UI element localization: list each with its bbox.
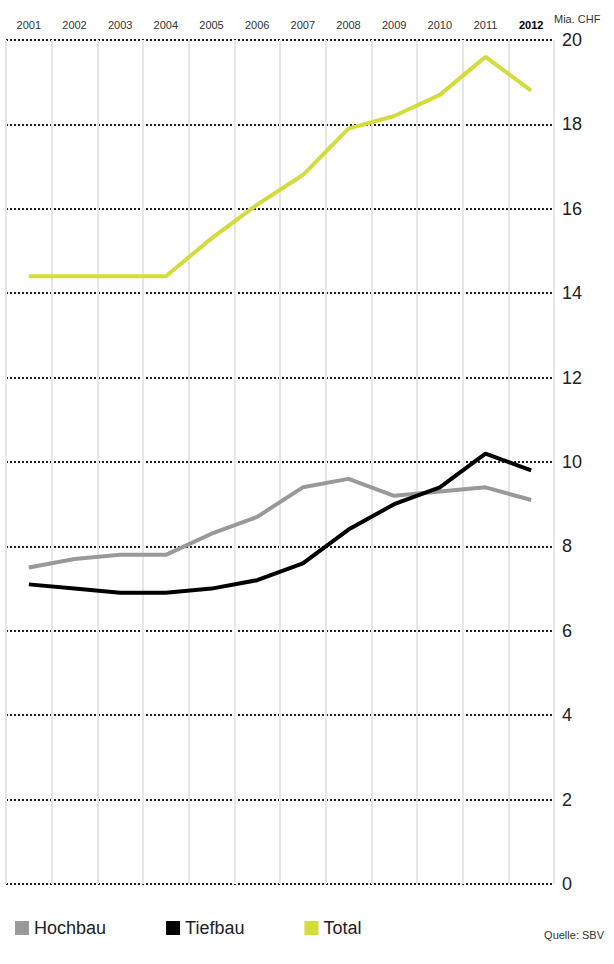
svg-text:14: 14 (562, 283, 582, 303)
svg-text:Tiefbau: Tiefbau (185, 918, 244, 938)
svg-text:16: 16 (562, 199, 582, 219)
svg-text:2009: 2009 (382, 19, 406, 31)
svg-text:20: 20 (562, 30, 582, 50)
svg-text:Quelle: SBV: Quelle: SBV (544, 929, 605, 941)
svg-text:2008: 2008 (336, 19, 360, 31)
svg-text:2004: 2004 (154, 19, 178, 31)
svg-text:8: 8 (562, 536, 572, 556)
svg-text:2006: 2006 (245, 19, 269, 31)
svg-text:Hochbau: Hochbau (34, 918, 106, 938)
svg-text:Mia. CHF: Mia. CHF (554, 13, 601, 25)
svg-text:2007: 2007 (291, 19, 315, 31)
svg-text:4: 4 (562, 705, 572, 725)
svg-text:2003: 2003 (108, 19, 132, 31)
svg-text:2005: 2005 (199, 19, 223, 31)
svg-text:2: 2 (562, 790, 572, 810)
svg-text:2001: 2001 (17, 19, 41, 31)
svg-text:6: 6 (562, 621, 572, 641)
svg-text:10: 10 (562, 452, 582, 472)
svg-text:18: 18 (562, 114, 582, 134)
svg-text:12: 12 (562, 368, 582, 388)
svg-text:2012: 2012 (519, 19, 543, 31)
svg-text:Total: Total (323, 918, 361, 938)
svg-text:2010: 2010 (428, 19, 452, 31)
svg-text:2011: 2011 (474, 19, 498, 31)
svg-text:0: 0 (562, 874, 572, 894)
svg-text:2002: 2002 (62, 19, 86, 31)
